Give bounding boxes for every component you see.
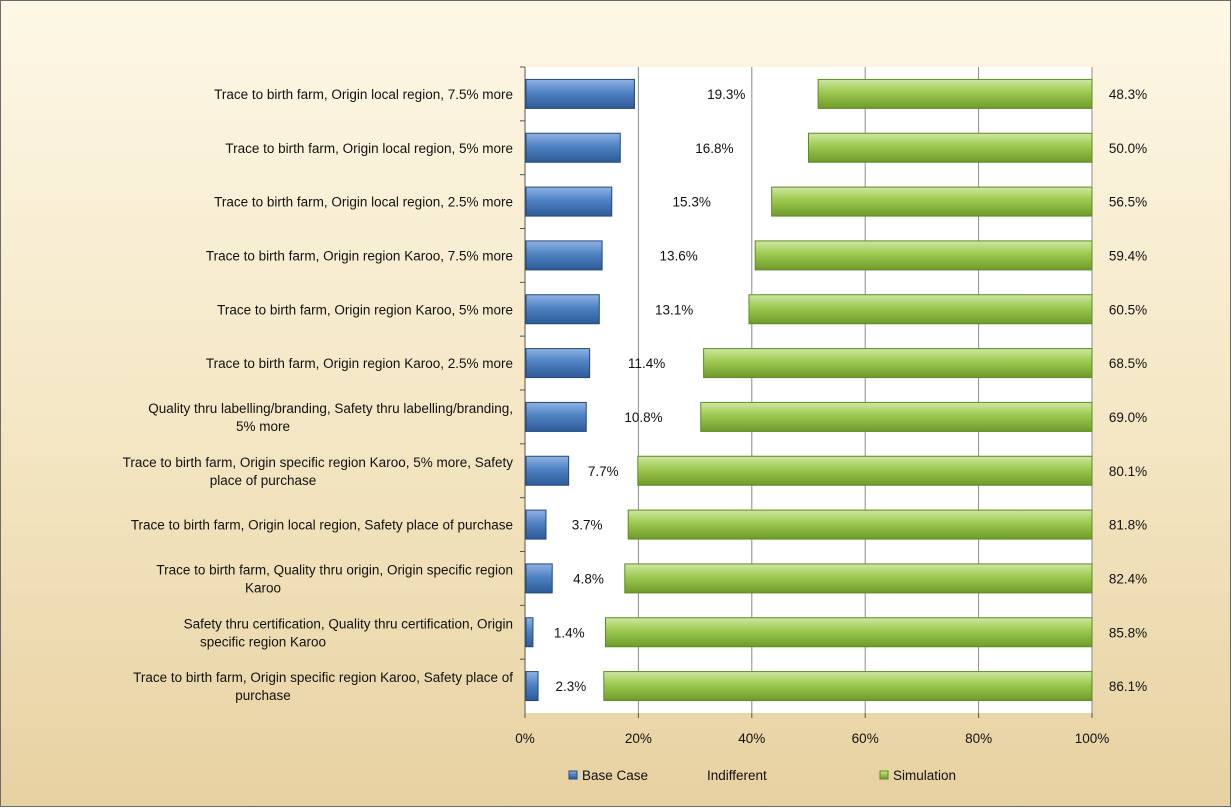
bar-base-case xyxy=(525,617,534,648)
bar-base-case xyxy=(525,348,591,379)
category-label: Trace to birth farm, Origin region Karoo… xyxy=(206,356,513,371)
bar-base-case xyxy=(525,294,600,325)
bar-base-case xyxy=(525,78,635,109)
bar-base-case xyxy=(525,240,603,271)
category-label: specific region Karoo xyxy=(200,634,326,649)
data-label-simulation: 48.3% xyxy=(1109,87,1147,102)
data-label-base-case: 7.7% xyxy=(588,464,619,479)
category-label: Quality thru labelling/branding, Safety … xyxy=(148,401,513,416)
data-label-base-case: 16.8% xyxy=(695,141,733,156)
legend-label: Base Case xyxy=(582,768,648,783)
data-label-base-case: 10.8% xyxy=(624,410,662,425)
category-label: Trace to birth farm, Origin local region… xyxy=(214,87,513,102)
data-label-simulation: 81.8% xyxy=(1109,518,1147,533)
legend-label: Simulation xyxy=(893,768,956,783)
bar-simulation xyxy=(605,617,1093,648)
bar-simulation xyxy=(771,186,1093,217)
category-label: Trace to birth farm, Origin local region… xyxy=(131,518,513,533)
data-label-simulation: 50.0% xyxy=(1109,141,1147,156)
data-label-simulation: 80.1% xyxy=(1109,464,1147,479)
category-label: Trace to birth farm, Origin specific reg… xyxy=(133,670,513,685)
x-tick-label: 100% xyxy=(1075,731,1110,746)
category-label: 5% more xyxy=(236,419,290,434)
bar-base-case xyxy=(525,509,547,540)
category-label: Karoo xyxy=(245,580,281,595)
category-label: Trace to birth farm, Origin specific reg… xyxy=(123,455,514,470)
data-label-base-case: 2.3% xyxy=(556,679,587,694)
data-label-base-case: 15.3% xyxy=(673,195,711,210)
bar-simulation xyxy=(624,563,1093,594)
data-label-base-case: 13.1% xyxy=(655,302,693,317)
bar-base-case xyxy=(525,132,621,163)
bar-base-case xyxy=(525,671,539,702)
data-label-simulation: 68.5% xyxy=(1109,356,1147,371)
category-label: Safety thru certification, Quality thru … xyxy=(184,616,513,631)
bar-simulation xyxy=(627,509,1093,540)
category-label: purchase xyxy=(235,688,291,703)
bar-simulation xyxy=(637,455,1093,486)
bar-base-case xyxy=(525,563,553,594)
data-label-simulation: 86.1% xyxy=(1109,679,1147,694)
category-label: Trace to birth farm, Origin region Karoo… xyxy=(206,248,513,263)
category-label: Trace to birth farm, Origin region Karoo… xyxy=(217,302,513,317)
data-label-simulation: 82.4% xyxy=(1109,571,1147,586)
data-label-simulation: 59.4% xyxy=(1109,248,1147,263)
bar-simulation xyxy=(754,240,1093,271)
category-label: Trace to birth farm, Origin local region… xyxy=(225,141,513,156)
category-label: Trace to birth farm, Quality thru origin… xyxy=(156,562,513,577)
legend-label: Indifferent xyxy=(707,768,767,783)
bar-simulation xyxy=(748,294,1093,325)
data-label-simulation: 85.8% xyxy=(1109,625,1147,640)
category-label: place of purchase xyxy=(210,473,317,488)
data-label-simulation: 60.5% xyxy=(1109,302,1147,317)
bar-simulation xyxy=(700,401,1093,432)
plot-area xyxy=(525,67,1092,713)
data-label-simulation: 56.5% xyxy=(1109,195,1147,210)
legend-swatch xyxy=(879,770,889,780)
data-label-simulation: 69.0% xyxy=(1109,410,1147,425)
bar-simulation xyxy=(703,348,1093,379)
bar-base-case xyxy=(525,186,613,217)
x-tick-label: 0% xyxy=(515,731,535,746)
bar-simulation xyxy=(603,671,1093,702)
bar-base-case xyxy=(525,401,587,432)
data-label-base-case: 13.6% xyxy=(660,248,698,263)
data-label-base-case: 19.3% xyxy=(707,87,745,102)
data-label-base-case: 1.4% xyxy=(554,625,585,640)
x-tick-label: 60% xyxy=(852,731,879,746)
x-tick-label: 20% xyxy=(625,731,652,746)
legend-swatch xyxy=(568,770,578,780)
bar-base-case xyxy=(525,455,570,486)
data-label-base-case: 11.4% xyxy=(628,356,665,371)
bar-simulation xyxy=(808,132,1093,163)
data-label-base-case: 3.7% xyxy=(572,518,603,533)
x-tick-label: 80% xyxy=(965,731,992,746)
bar-simulation xyxy=(817,78,1093,109)
x-tick-label: 40% xyxy=(738,731,765,746)
category-label: Trace to birth farm, Origin local region… xyxy=(214,195,513,210)
data-label-base-case: 4.8% xyxy=(573,571,604,586)
